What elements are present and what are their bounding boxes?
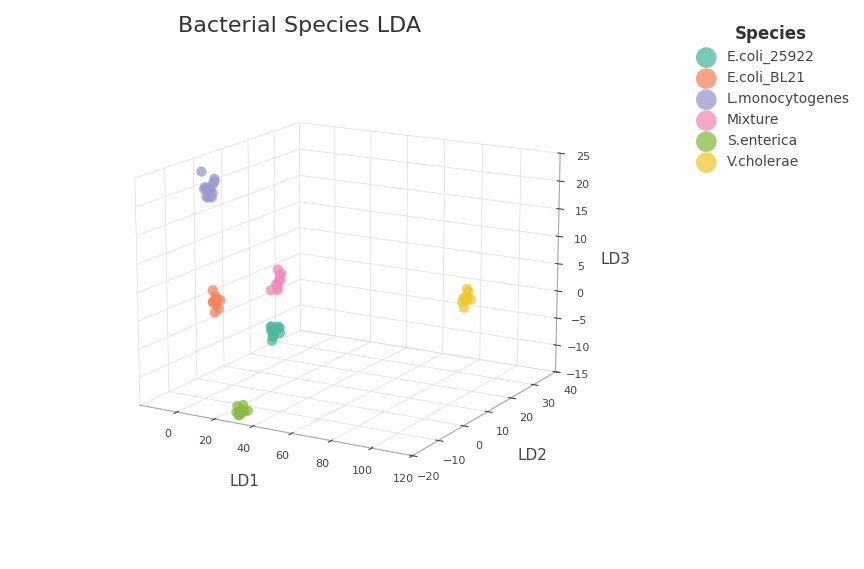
Legend: E.coli_25922, E.coli_BL21, L.monocytogenes, Mixture, S.enterica, V.cholerae: E.coli_25922, E.coli_BL21, L.monocytogen…: [685, 18, 857, 176]
X-axis label: LD1: LD1: [230, 474, 260, 489]
Text: Bacterial Species LDA: Bacterial Species LDA: [178, 15, 422, 36]
Y-axis label: LD2: LD2: [518, 448, 548, 463]
